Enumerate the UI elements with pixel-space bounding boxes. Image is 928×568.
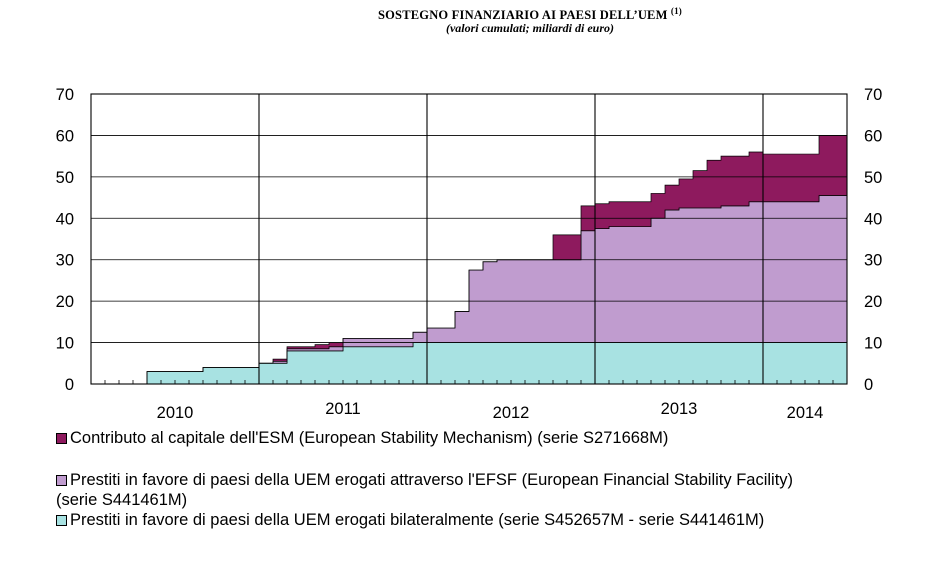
y-tick-right-20: 20 bbox=[864, 293, 882, 311]
legend-label-efsf-series: (serie S441461M) bbox=[56, 491, 188, 509]
y-tick-right-50: 50 bbox=[864, 169, 882, 187]
y-tick-right-0: 0 bbox=[864, 376, 873, 394]
grid-lines bbox=[90, 93, 848, 385]
y-tick-right-40: 40 bbox=[864, 210, 882, 228]
y-tick-left-50: 50 bbox=[56, 169, 74, 187]
y-tick-right-30: 30 bbox=[864, 252, 882, 270]
plot-area: 0 0 10 10 20 20 30 30 40 40 50 50 60 60 70 70 2010 2011 20… bbox=[56, 86, 883, 422]
y-tick-left-60: 60 bbox=[56, 127, 74, 145]
title-footnote-mark: (1) bbox=[670, 6, 683, 16]
x-tick-2013: 2013 bbox=[661, 400, 698, 418]
y-tick-left-30: 30 bbox=[56, 252, 74, 270]
y-tick-right-60: 60 bbox=[864, 127, 882, 145]
legend-item-esm: Contributo al capitale dell'ESM (Europea… bbox=[56, 428, 668, 448]
stacked-areas bbox=[91, 135, 848, 385]
y-tick-left-0: 0 bbox=[65, 376, 74, 394]
legend-swatch-efsf bbox=[56, 475, 67, 486]
legend: Contributo al capitale dell'ESM (Europea… bbox=[56, 428, 916, 558]
area-series-0 bbox=[91, 342, 848, 385]
legend-item-bilateral: Prestiti in favore di paesi della UEM er… bbox=[56, 510, 764, 530]
legend-swatch-bilateral bbox=[56, 515, 67, 526]
plot-frame bbox=[90, 93, 848, 385]
x-tick-2012: 2012 bbox=[493, 404, 530, 422]
legend-label-bilateral: Prestiti in favore di paesi della UEM er… bbox=[70, 511, 765, 529]
chart-title: SOSTEGNO FINANZIARIO AI PAESI DELL’UEM (… bbox=[377, 6, 683, 23]
x-tick-2010: 2010 bbox=[157, 404, 194, 422]
legend-label-esm: Contributo al capitale dell'ESM (Europea… bbox=[70, 429, 669, 447]
y-tick-right-70: 70 bbox=[864, 86, 882, 104]
legend-item-efsf-cont: (serie S441461M) bbox=[56, 490, 187, 510]
y-tick-left-70: 70 bbox=[56, 86, 74, 104]
legend-item-efsf: Prestiti in favore di paesi della UEM er… bbox=[56, 470, 793, 490]
x-tick-2014: 2014 bbox=[787, 404, 824, 422]
legend-swatch-esm bbox=[56, 433, 67, 444]
y-tick-left-10: 10 bbox=[56, 335, 74, 353]
y-tick-right-10: 10 bbox=[864, 335, 882, 353]
legend-label-efsf: Prestiti in favore di paesi della UEM er… bbox=[70, 471, 794, 489]
y-tick-left-40: 40 bbox=[56, 210, 74, 228]
y-tick-left-20: 20 bbox=[56, 293, 74, 311]
tick-labels: 0 0 10 10 20 20 30 30 40 40 50 50 60 60 70 70 2010 2011 20… bbox=[56, 86, 883, 422]
chart-subtitle: (valori cumulati; miliardi di euro) bbox=[445, 21, 614, 35]
x-tick-2011: 2011 bbox=[325, 400, 360, 418]
